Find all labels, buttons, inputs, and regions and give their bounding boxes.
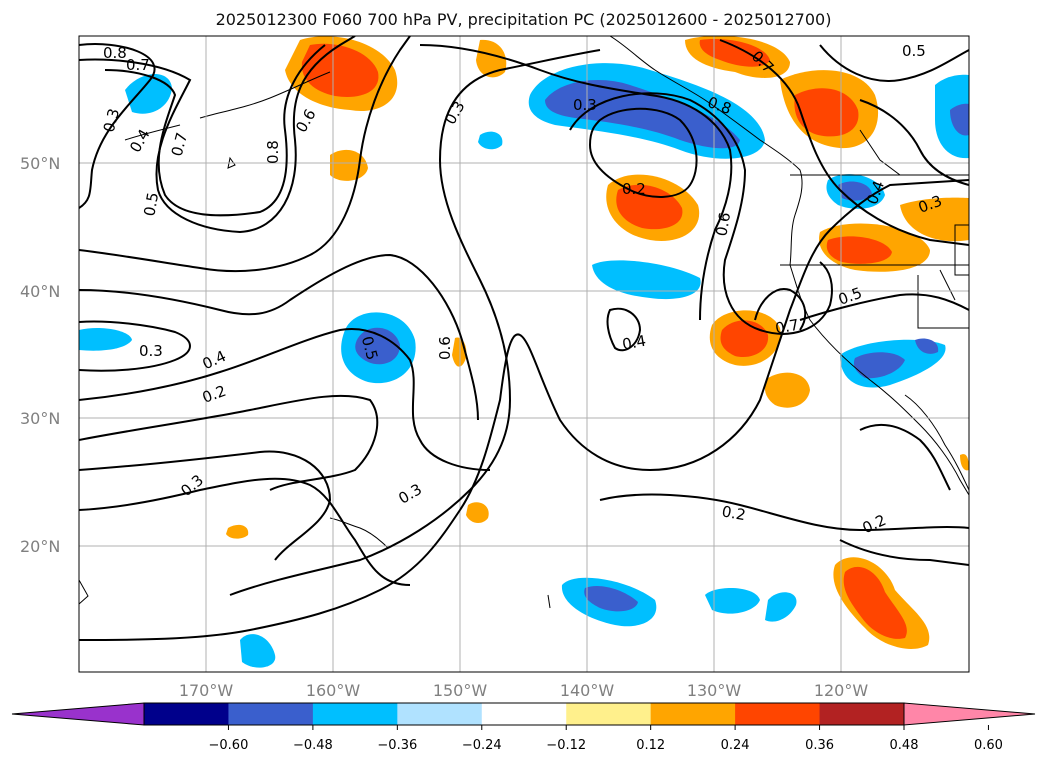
negative-anomaly-blob bbox=[935, 74, 969, 159]
contour-label: 0.7 bbox=[126, 56, 150, 74]
contour-label: 0.2 bbox=[720, 502, 747, 524]
colorbar-tick-label: 0.24 bbox=[721, 738, 750, 753]
colorbar-bin bbox=[566, 703, 652, 725]
colorbar-bin bbox=[144, 703, 229, 725]
longitude-labels: 170°W 160°W 150°W 140°W 130°W 120°W bbox=[179, 681, 869, 700]
colorbar-tick-label: 0.12 bbox=[636, 738, 665, 753]
colorbar-bin bbox=[312, 703, 398, 725]
graticule bbox=[79, 36, 969, 672]
lat-label: 20°N bbox=[20, 537, 60, 556]
positive-anomaly-blob bbox=[780, 70, 879, 149]
colorbar-bin bbox=[650, 703, 736, 725]
latitude-labels: 50°N 40°N 30°N 20°N bbox=[20, 154, 60, 556]
colorbar-bin bbox=[397, 703, 483, 725]
negative-anomaly-blob bbox=[561, 577, 657, 627]
colorbar-tick-label: −0.60 bbox=[209, 738, 249, 753]
negative-anomaly-blob bbox=[528, 63, 765, 159]
positive-anomaly-blob bbox=[226, 524, 249, 539]
map-frame bbox=[78, 35, 970, 673]
contour-label: 0.5 bbox=[358, 334, 382, 362]
negative-anomaly-blob bbox=[79, 328, 132, 351]
lat-label: 50°N bbox=[20, 154, 60, 173]
negative-anomaly-blob bbox=[705, 588, 760, 614]
contour-label: 0.8 bbox=[264, 140, 282, 164]
positive-anomaly-blob bbox=[833, 557, 930, 649]
negative-anomaly-blob bbox=[592, 260, 701, 300]
contour-label: 0.8 bbox=[103, 44, 127, 62]
colorbar-bins bbox=[144, 703, 905, 725]
colorbar-tick-label: −0.24 bbox=[462, 738, 502, 753]
lon-label: 120°W bbox=[814, 681, 869, 700]
negative-anomaly-blob bbox=[478, 131, 503, 150]
negative-anomaly-blob bbox=[125, 73, 172, 114]
lon-label: 170°W bbox=[179, 681, 234, 700]
positive-anomaly-blob bbox=[764, 372, 810, 408]
lat-label: 40°N bbox=[20, 282, 60, 301]
negative-anomaly-blob bbox=[240, 634, 276, 668]
positive-anomaly-blob bbox=[685, 36, 790, 78]
positive-anomaly-blob bbox=[466, 502, 489, 524]
colorbar-tick-label: −0.36 bbox=[377, 738, 417, 753]
pv-contours bbox=[79, 36, 969, 641]
colorbar-over-triangle bbox=[903, 702, 1036, 726]
lon-label: 150°W bbox=[433, 681, 488, 700]
contour-label: 0.2 bbox=[622, 180, 646, 198]
colorbar-tick-label: 0.36 bbox=[805, 738, 834, 753]
colorbar: −0.60 −0.48 −0.36 −0.24 −0.12 0.12 0.24 0.36 0.4… bbox=[11, 702, 1036, 753]
contour-label: 0.7 bbox=[774, 316, 801, 338]
negative-anomaly-blob bbox=[765, 592, 797, 622]
lon-label: 160°W bbox=[306, 681, 361, 700]
colorbar-frame bbox=[143, 702, 905, 726]
colorbar-ticks: −0.60 −0.48 −0.36 −0.24 −0.12 0.12 0.24 0.36 0.4… bbox=[209, 725, 1003, 753]
lon-label: 130°W bbox=[687, 681, 742, 700]
contour-label: 0.3 bbox=[573, 96, 597, 114]
contour-label: 0.4 bbox=[621, 332, 648, 354]
colorbar-under-triangle bbox=[11, 702, 145, 726]
positive-anomaly-blob bbox=[960, 454, 969, 471]
colorbar-tick-label: −0.12 bbox=[546, 738, 586, 753]
contour-label: 0.7 bbox=[168, 131, 192, 159]
colorbar-bin bbox=[228, 703, 314, 725]
contour-label: 0.3 bbox=[139, 342, 163, 360]
lon-label: 140°W bbox=[560, 681, 615, 700]
colorbar-tick-label: 0.48 bbox=[890, 738, 919, 753]
colorbar-tick-label: −0.48 bbox=[293, 738, 333, 753]
coastlines bbox=[79, 36, 969, 609]
map-title: 2025012300 F060 700 hPa PV, precipitatio… bbox=[215, 10, 832, 29]
contour-label: 0.5 bbox=[902, 42, 926, 60]
colorbar-bin bbox=[481, 703, 567, 725]
positive-anomaly-blob bbox=[819, 197, 969, 272]
colorbar-tick-label: 0.60 bbox=[974, 738, 1003, 753]
positive-anomaly-blob bbox=[476, 39, 507, 78]
contour-label: 0.5 bbox=[140, 191, 162, 218]
lat-label: 30°N bbox=[20, 409, 60, 428]
negative-anomaly-blob bbox=[840, 338, 946, 388]
colorbar-bin bbox=[819, 703, 905, 725]
contour-label: 0.6 bbox=[712, 211, 734, 238]
colorbar-bin bbox=[735, 703, 821, 725]
contour-label: 0.3 bbox=[100, 107, 124, 135]
contour-label: 0.6 bbox=[436, 336, 454, 360]
